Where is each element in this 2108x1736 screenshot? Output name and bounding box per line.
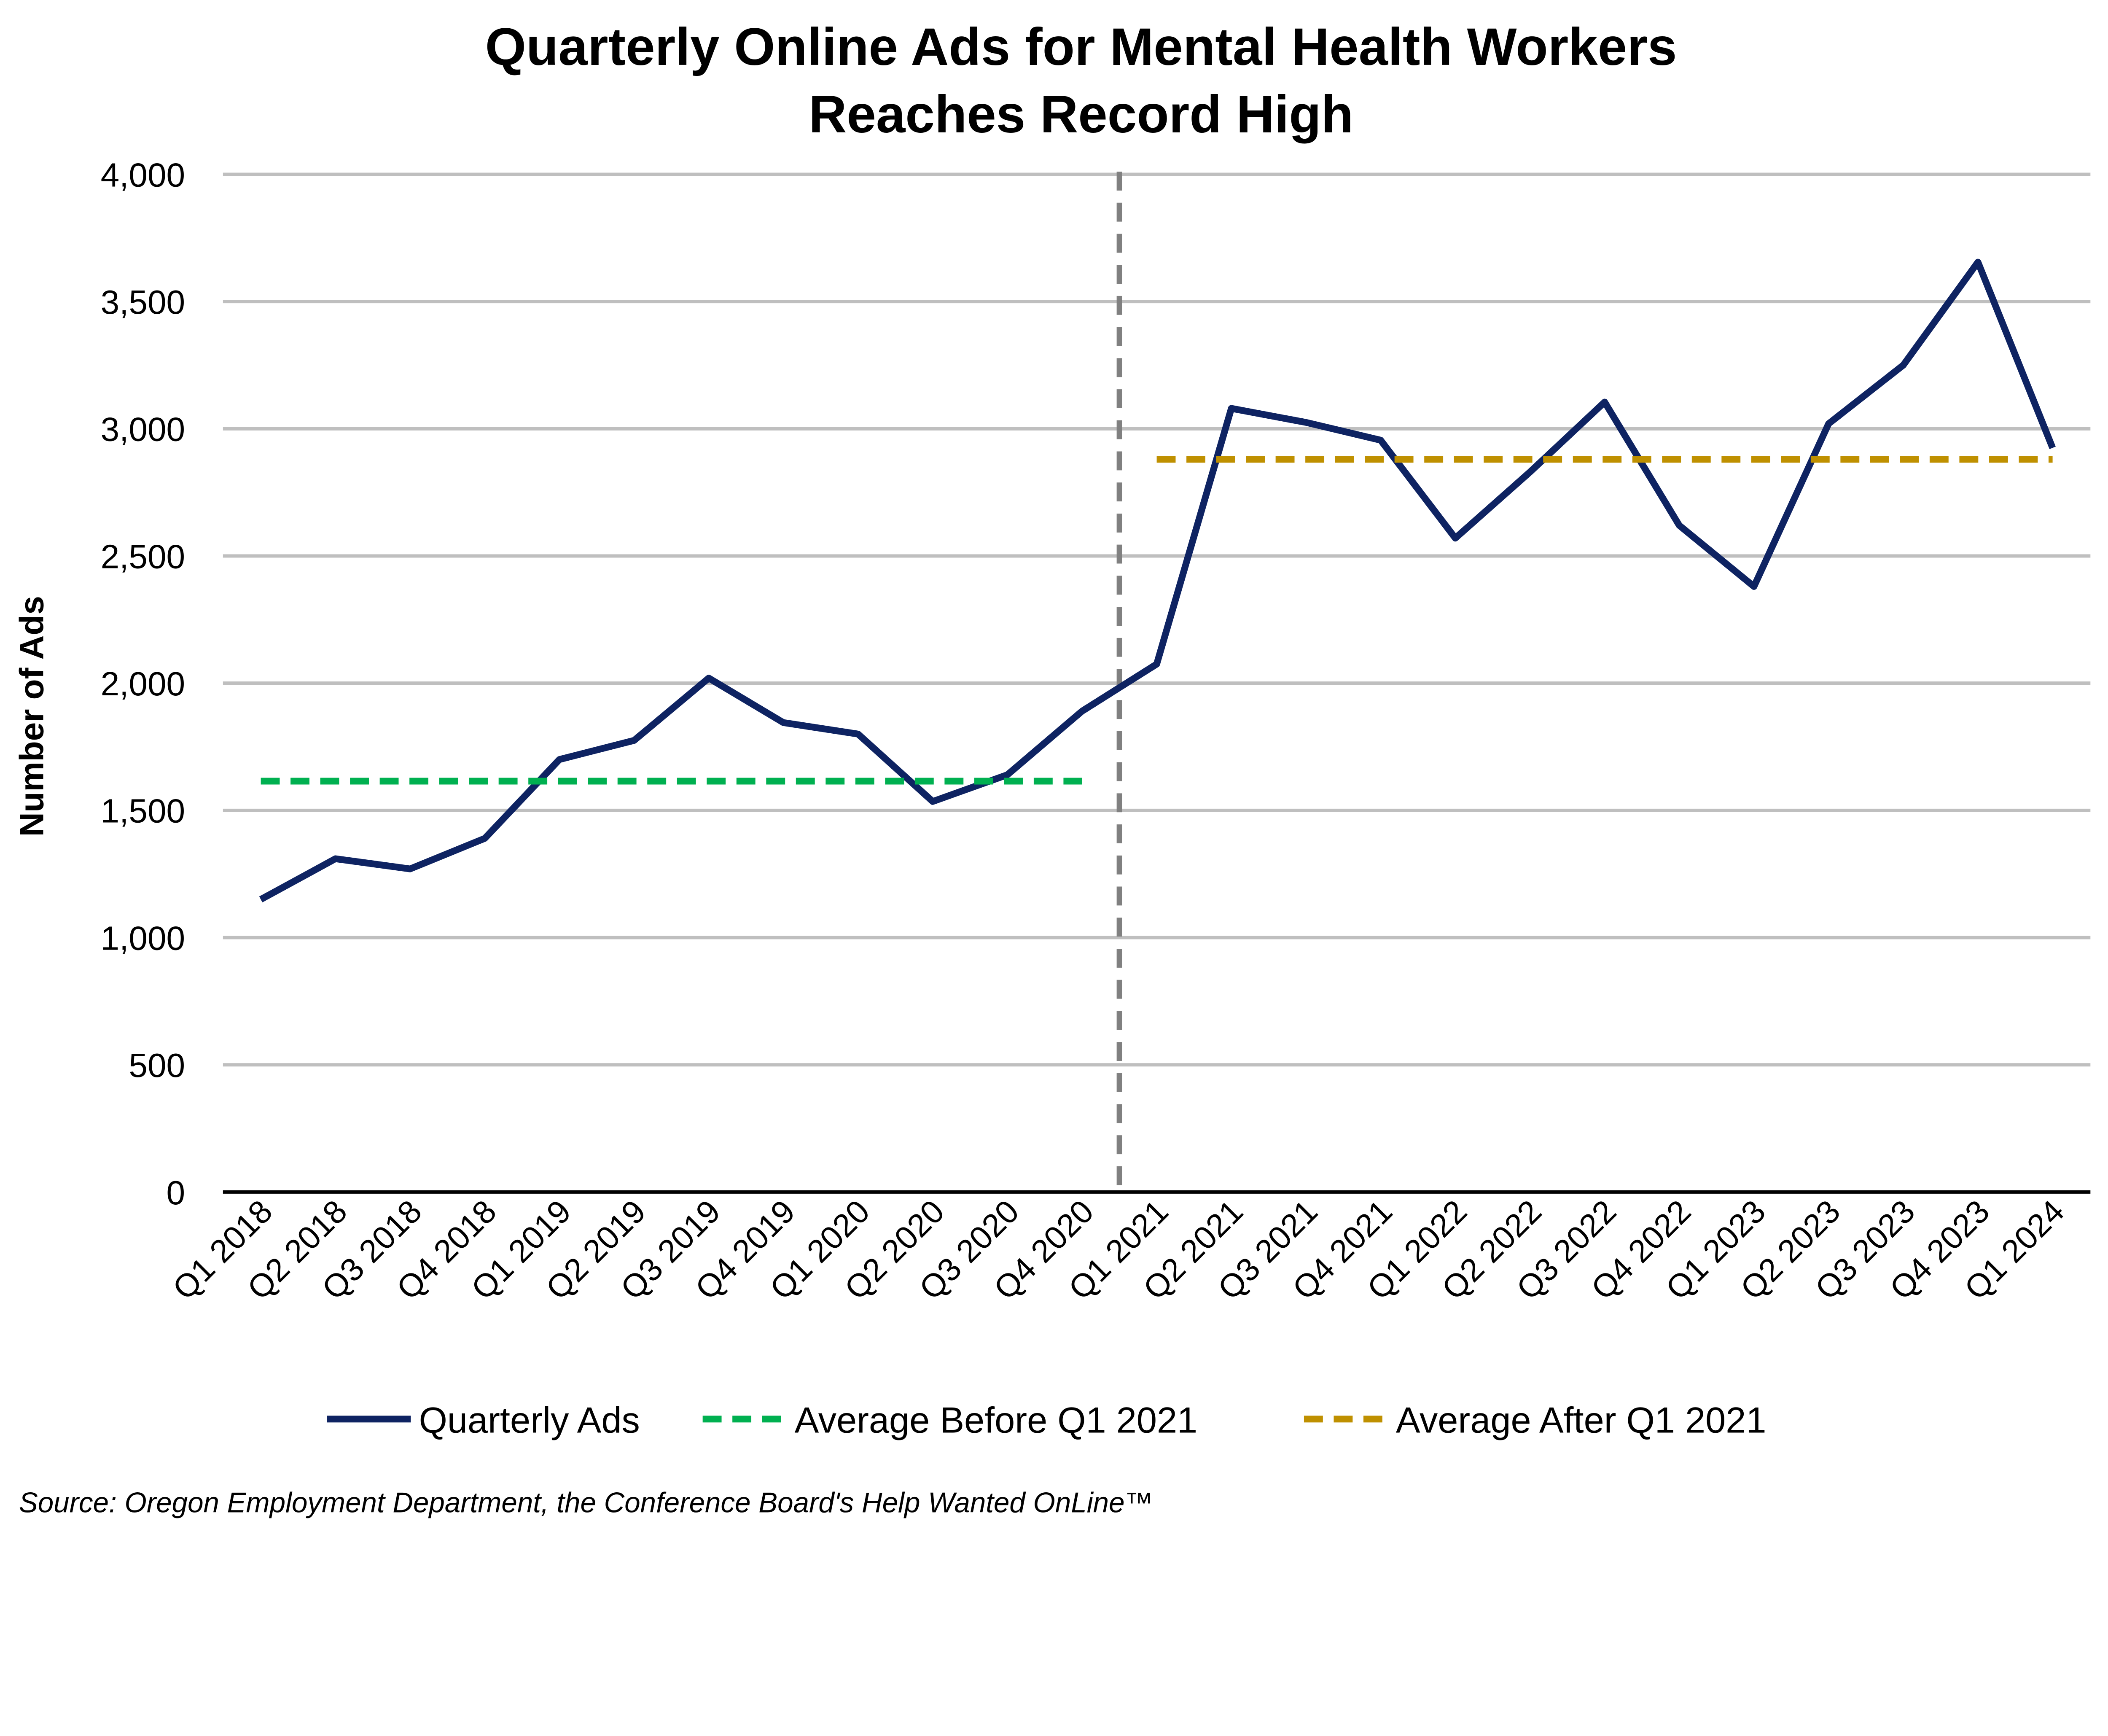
chart: Quarterly Online Ads for Mental Health W… [13,18,2091,1519]
y-tick-label: 1,500 [101,792,185,830]
legend-label: Quarterly Ads [419,1400,640,1440]
chart-title-line-1: Quarterly Online Ads for Mental Health W… [485,18,1677,76]
y-tick-label: 3,000 [101,410,185,448]
legend: Quarterly Ads Average Before Q1 2021 Avera… [327,1400,1767,1440]
y-tick-label: 1,000 [101,919,185,957]
y-tick-label: 4,000 [101,156,185,194]
legend-label: Average After Q1 2021 [1396,1400,1767,1440]
gridlines [223,172,2091,1067]
legend-label: Average Before Q1 2021 [795,1400,1198,1440]
series-line-quarterly-ads [259,258,2056,903]
y-axis-label: Number of Ads [13,596,51,837]
chart-title-line-2: Reaches Record High [809,85,1353,144]
y-tick-label: 500 [129,1046,185,1084]
source-note: Source: Oregon Employment Department, th… [19,1487,1153,1519]
y-tick-label: 3,500 [101,283,185,321]
y-tick-label: 2,500 [101,537,185,575]
plot-marks [259,172,2056,1192]
y-tick-label: 0 [167,1173,186,1211]
y-axis-ticks: 0 500 1,000 1,500 2,000 2,500 3,000 3,500 4,000 [101,156,185,1211]
y-tick-label: 2,000 [101,665,185,702]
